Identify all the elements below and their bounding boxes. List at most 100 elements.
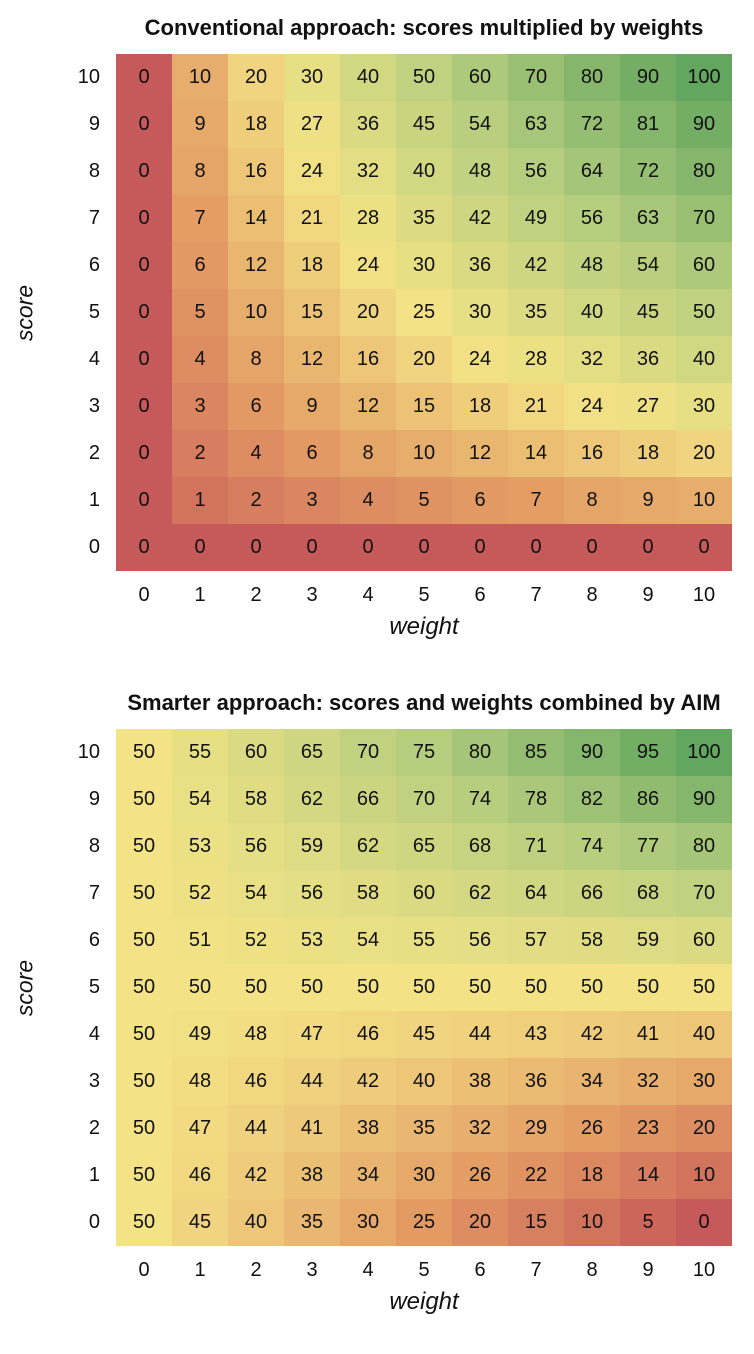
x-tick-label: 4 bbox=[362, 1259, 374, 1281]
heatmap-cell-s0-w1: 0 bbox=[172, 524, 228, 571]
heatmap-cell-s6-w5: 55 bbox=[396, 917, 452, 964]
heatmap-cell-s3-w1: 3 bbox=[172, 383, 228, 430]
y-tick-label: 9 bbox=[88, 788, 100, 810]
heatmap-cell-s8-w4: 32 bbox=[340, 148, 396, 195]
x-tick-label: 5 bbox=[418, 584, 430, 606]
heatmap-cell-s1-w6: 6 bbox=[452, 477, 508, 524]
heatmap-grid: 50 55 60 65 70 75 80 85 90 95 100 50 54 58 62 66 70 74 78 8… bbox=[116, 729, 732, 1246]
heatmap-cell-s5-w5: 50 bbox=[396, 964, 452, 1011]
x-tick-label: 8 bbox=[586, 1259, 598, 1281]
y-tick-label: 2 bbox=[88, 442, 100, 464]
heatmap-cell-s4-w9: 41 bbox=[620, 1011, 676, 1058]
heatmap-cell-s4-w6: 44 bbox=[452, 1011, 508, 1058]
heatmap-cell-s8-w7: 56 bbox=[508, 148, 564, 195]
heatmap-cell-s6-w3: 53 bbox=[284, 917, 340, 964]
heatmap-cell-s6-w7: 57 bbox=[508, 917, 564, 964]
heatmap-cell-s6-w8: 48 bbox=[564, 242, 620, 289]
heatmap-cell-s6-w4: 54 bbox=[340, 917, 396, 964]
heatmap-cell-s4-w9: 36 bbox=[620, 336, 676, 383]
x-tick-label: 7 bbox=[530, 1259, 542, 1281]
x-tick-label: 0 bbox=[138, 584, 150, 606]
x-tick-label: 10 bbox=[692, 1259, 716, 1281]
heatmap-cell-s7-w1: 7 bbox=[172, 195, 228, 242]
heatmap-cell-s0-w6: 20 bbox=[452, 1199, 508, 1246]
heatmap-cell-s7-w3: 56 bbox=[284, 870, 340, 917]
heatmap-cell-s4-w5: 45 bbox=[396, 1011, 452, 1058]
heatmap-cell-s1-w9: 14 bbox=[620, 1152, 676, 1199]
heatmap-cell-s2-w9: 18 bbox=[620, 430, 676, 477]
y-tick-label: 5 bbox=[88, 301, 100, 323]
heatmap-cell-s0-w5: 25 bbox=[396, 1199, 452, 1246]
y-tick-label: 8 bbox=[88, 835, 100, 857]
heatmap-cell-s5-w8: 50 bbox=[564, 964, 620, 1011]
heatmap-cell-s4-w7: 43 bbox=[508, 1011, 564, 1058]
heatmap-cell-s2-w6: 32 bbox=[452, 1105, 508, 1152]
x-tick-labels: 0 1 2 3 4 5 6 7 8 9 10 bbox=[116, 1246, 732, 1284]
heatmap-cell-s7-w5: 35 bbox=[396, 195, 452, 242]
heatmap-cell-s2-w7: 29 bbox=[508, 1105, 564, 1152]
heatmap-cell-s9-w1: 54 bbox=[172, 776, 228, 823]
y-tick-label: 5 bbox=[88, 976, 100, 998]
x-tick-label: 10 bbox=[692, 584, 716, 606]
heatmap-cell-s6-w9: 59 bbox=[620, 917, 676, 964]
heatmap-cell-s2-w0: 50 bbox=[116, 1105, 172, 1152]
heatmap-cell-s4-w8: 32 bbox=[564, 336, 620, 383]
heatmap-cell-s3-w1: 48 bbox=[172, 1058, 228, 1105]
x-tick-label: 2 bbox=[250, 584, 262, 606]
heatmap-cell-s5-w0: 0 bbox=[116, 289, 172, 336]
x-axis-label: weight bbox=[389, 613, 459, 640]
heatmap-cell-s4-w0: 50 bbox=[116, 1011, 172, 1058]
heatmap-cell-s3-w0: 0 bbox=[116, 383, 172, 430]
heatmap-cell-s6-w8: 58 bbox=[564, 917, 620, 964]
heatmap-cell-s6-w7: 42 bbox=[508, 242, 564, 289]
heatmap-cell-s2-w1: 47 bbox=[172, 1105, 228, 1152]
heatmap-cell-s1-w2: 42 bbox=[228, 1152, 284, 1199]
heatmap-cell-s10-w0: 0 bbox=[116, 54, 172, 101]
x-tick-label: 7 bbox=[530, 584, 542, 606]
heatmap-cell-s0-w8: 10 bbox=[564, 1199, 620, 1246]
heatmap-cell-s9-w7: 78 bbox=[508, 776, 564, 823]
heatmap-cell-s5-w7: 35 bbox=[508, 289, 564, 336]
heatmap-cell-s3-w10: 30 bbox=[676, 1058, 732, 1105]
y-tick-label: 4 bbox=[88, 348, 100, 370]
heatmap-cell-s7-w10: 70 bbox=[676, 195, 732, 242]
x-tick-label: 2 bbox=[250, 1259, 262, 1281]
heatmap-cell-s0-w0: 0 bbox=[116, 524, 172, 571]
heatmap-cell-s4-w1: 4 bbox=[172, 336, 228, 383]
plot-area: score 10 9 8 7 6 5 4 3 2 1 0 0 10 20 30 40 50 60 70 80 90 10… bbox=[0, 54, 754, 571]
heatmap-cell-s5-w4: 50 bbox=[340, 964, 396, 1011]
heatmap-cell-s2-w4: 38 bbox=[340, 1105, 396, 1152]
heatmap-cell-s1-w1: 46 bbox=[172, 1152, 228, 1199]
heatmap-cell-s9-w5: 70 bbox=[396, 776, 452, 823]
heatmap-cell-s0-w7: 0 bbox=[508, 524, 564, 571]
heatmap-cell-s9-w6: 74 bbox=[452, 776, 508, 823]
heatmap-cell-s3-w8: 34 bbox=[564, 1058, 620, 1105]
heatmap-cell-s10-w10: 100 bbox=[676, 54, 732, 101]
y-tick-label: 3 bbox=[88, 1070, 100, 1092]
heatmap-cell-s5-w9: 45 bbox=[620, 289, 676, 336]
heatmap-cell-s2-w8: 16 bbox=[564, 430, 620, 477]
heatmap-cell-s9-w2: 58 bbox=[228, 776, 284, 823]
heatmap-cell-s9-w9: 81 bbox=[620, 101, 676, 148]
heatmap-cell-s3-w6: 18 bbox=[452, 383, 508, 430]
heatmap-cell-s9-w1: 9 bbox=[172, 101, 228, 148]
heatmap-cell-s1-w0: 0 bbox=[116, 477, 172, 524]
heatmap-cell-s7-w2: 14 bbox=[228, 195, 284, 242]
x-tick-label: 1 bbox=[194, 1259, 206, 1281]
heatmap-cell-s7-w8: 66 bbox=[564, 870, 620, 917]
heatmap-cell-s3-w3: 9 bbox=[284, 383, 340, 430]
heatmap-cell-s5-w3: 50 bbox=[284, 964, 340, 1011]
heatmap-cell-s8-w3: 59 bbox=[284, 823, 340, 870]
heatmap-cell-s10-w9: 95 bbox=[620, 729, 676, 776]
y-tick-label: 10 bbox=[77, 66, 100, 88]
y-tick-label: 7 bbox=[88, 207, 100, 229]
heatmap-cell-s10-w3: 30 bbox=[284, 54, 340, 101]
heatmap-cell-s10-w2: 20 bbox=[228, 54, 284, 101]
heatmap-cell-s1-w3: 3 bbox=[284, 477, 340, 524]
heatmap-cell-s0-w10: 0 bbox=[676, 1199, 732, 1246]
heatmap-cell-s4-w6: 24 bbox=[452, 336, 508, 383]
x-tick-label: 9 bbox=[642, 1259, 654, 1281]
heatmap-cell-s7-w5: 60 bbox=[396, 870, 452, 917]
heatmap-cell-s6-w2: 52 bbox=[228, 917, 284, 964]
heatmap-cell-s6-w1: 6 bbox=[172, 242, 228, 289]
